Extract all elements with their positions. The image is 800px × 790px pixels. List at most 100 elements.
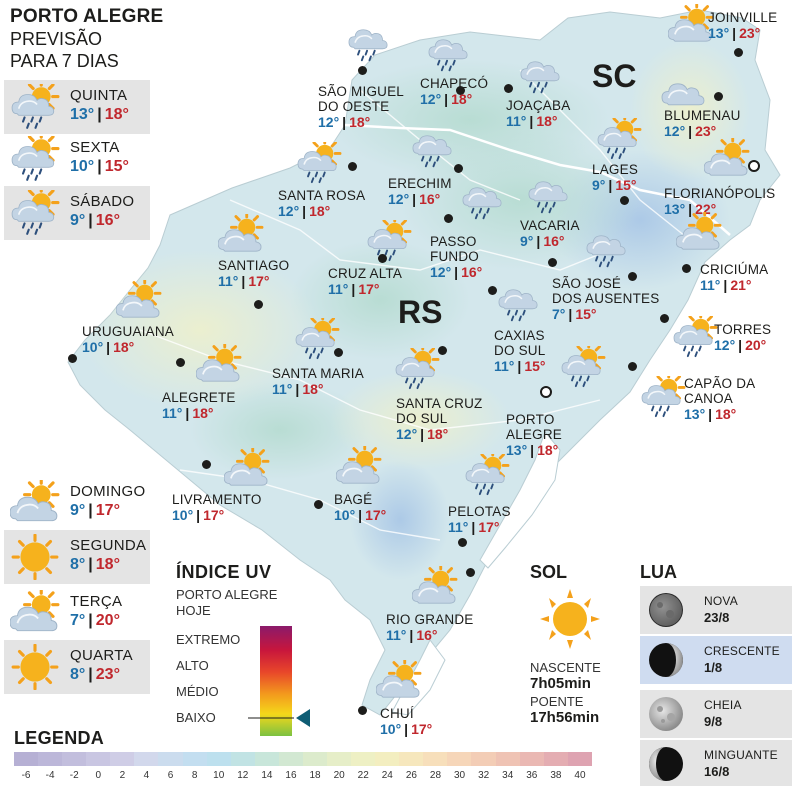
forecast-day-name: SEGUNDA: [70, 537, 147, 554]
legend-title: LEGENDA: [14, 728, 105, 748]
temp-separator: |: [688, 201, 693, 217]
city-marker-icon: [175, 357, 185, 367]
temp-min: 10°: [172, 507, 194, 523]
moon-phase-name: CRESCENTE: [704, 644, 780, 658]
forecast-day-card: SEXTA 10° | 15°: [4, 130, 150, 186]
legend-tick-label: 16: [285, 770, 297, 781]
temp-max: 17°: [478, 519, 500, 535]
temp-separator: |: [738, 337, 743, 353]
city-forecast: SÃO MIGUEL DO OESTE 12° | 18°: [318, 84, 404, 131]
moon-phase-row: CRESCENTE 1/8: [640, 636, 792, 684]
temp-max: 18°: [427, 426, 449, 442]
sunset-label: POENTE: [530, 694, 584, 709]
temp-max: 18°: [104, 106, 129, 123]
legend-color-swatch: [86, 752, 111, 766]
temp-min: 11°: [700, 277, 721, 293]
temp-max: 17°: [95, 502, 120, 519]
city-temps: 13° | 23°: [708, 25, 777, 42]
temp-separator: |: [88, 666, 93, 683]
legend-tick-label: 10: [213, 770, 225, 781]
forecast-day-card: QUARTA 8° | 23°: [4, 640, 150, 694]
city-temps: 12° | 20°: [714, 337, 771, 354]
temp-max: 17°: [248, 273, 270, 289]
temp-separator: |: [536, 233, 541, 249]
temp-separator: |: [88, 212, 93, 229]
moon-phase-name: MINGUANTE: [704, 748, 778, 762]
uv-subtitle-1: PORTO ALEGRE: [176, 587, 278, 602]
temp-min: 9°: [70, 212, 86, 229]
legend-tick-label: 6: [167, 770, 174, 781]
city-forecast: LIVRAMENTO 10° | 17°: [172, 492, 262, 524]
city-name: ALEGRETE: [162, 390, 236, 405]
temp-separator: |: [97, 106, 102, 123]
legend-color-swatch: [567, 752, 592, 766]
legend-ticks: -6 -4 -2 0 2 4 6 8 10 12 14 16 18 20 22 24 26 28 30 32 34 36 3…: [14, 770, 592, 784]
city-marker-icon: [457, 537, 467, 547]
uv-pointer-icon: [248, 709, 310, 727]
city-marker-icon: [201, 459, 211, 469]
legend-tick-label: -4: [45, 770, 55, 781]
sun-cloud-icon: [9, 586, 60, 636]
moon-full-icon: [648, 696, 684, 732]
city-marker-icon: [455, 85, 465, 95]
temp-min: 11°: [218, 273, 239, 289]
temp-separator: |: [404, 721, 409, 737]
city-marker-icon: [681, 263, 691, 273]
moon-new-icon: [648, 592, 684, 628]
temp-min: 12°: [396, 426, 418, 442]
temp-min: 13°: [684, 406, 706, 422]
sun-cloud-rain-icon: [294, 312, 340, 360]
legend-tick-label: 20: [333, 770, 345, 781]
legend-tick-label: 8: [191, 770, 198, 781]
legend-tick-label: -6: [21, 770, 31, 781]
sunrise-label: NASCENTE: [530, 660, 601, 675]
city-name: PASSO: [430, 234, 477, 249]
legend-tick-label: -2: [69, 770, 79, 781]
city-temps: 11° | 18°: [506, 113, 570, 130]
legend-tick-label: 22: [357, 770, 369, 781]
city-forecast: SANTA CRUZ DO SUL 12° | 18°: [396, 396, 483, 443]
legend-tick-label: 26: [405, 770, 417, 781]
city-forecast: CAPÃO DA CANOA 13° | 18°: [684, 376, 755, 423]
sunrise-time: 7h05min: [530, 675, 591, 692]
city-forecast: CRUZ ALTA 11° | 17°: [328, 266, 402, 298]
city-name: SANTA CRUZ: [396, 396, 483, 411]
temp-min: 10°: [334, 507, 356, 523]
temp-max: 22°: [695, 201, 717, 217]
temp-max: 18°: [302, 381, 324, 397]
sun-cloud-icon: [115, 276, 162, 322]
city-name: SÃO JOSÉ: [552, 276, 622, 291]
temp-max: 18°: [715, 406, 737, 422]
sun-cloud-icon: [703, 134, 750, 180]
state-label-sc: SC: [592, 58, 637, 94]
temp-min: 13°: [506, 442, 528, 458]
temp-max: 18°: [95, 556, 120, 573]
uv-index: ÍNDICE UV PORTO ALEGRE HOJE EXTREMO ALTO…: [176, 562, 336, 742]
city-name: DOS AUSENTES: [552, 291, 660, 306]
city-forecast: PASSO FUNDO 12° | 16°: [430, 234, 482, 281]
city-marker-icon: [487, 285, 497, 295]
temp-max: 21°: [730, 277, 752, 293]
city-name: BAGÉ: [334, 492, 373, 507]
city-forecast: JOAÇABA 11° | 18°: [506, 98, 570, 130]
temp-max: 15°: [104, 158, 129, 175]
temp-separator: |: [409, 627, 414, 643]
forecast-day-card: TERÇA 7° | 20°: [4, 586, 150, 640]
moon-crescent-icon: [648, 642, 684, 678]
city-name: JOINVILLE: [708, 10, 778, 25]
temp-min: 10°: [70, 158, 95, 175]
city-marker-icon: [465, 567, 475, 577]
forecast-day-name: SEXTA: [70, 139, 120, 156]
legend-color-swatch: [206, 752, 231, 766]
sun-cloud-rain-icon: [464, 448, 510, 496]
uv-level-alto: ALTO: [176, 658, 209, 673]
city-forecast: SANTIAGO 11° | 17°: [218, 258, 289, 290]
sun-cloud-icon: [217, 210, 264, 256]
forecast-day-temps: 8° | 18°: [70, 556, 120, 574]
moon-phase-name: CHEIA: [704, 698, 742, 712]
city-name: VACARIA: [520, 218, 580, 233]
city-forecast: FLORIANÓPOLIS 13° | 22°: [664, 186, 775, 218]
sun-cloud-icon: [667, 0, 714, 46]
city-marker-icon: [733, 47, 743, 57]
